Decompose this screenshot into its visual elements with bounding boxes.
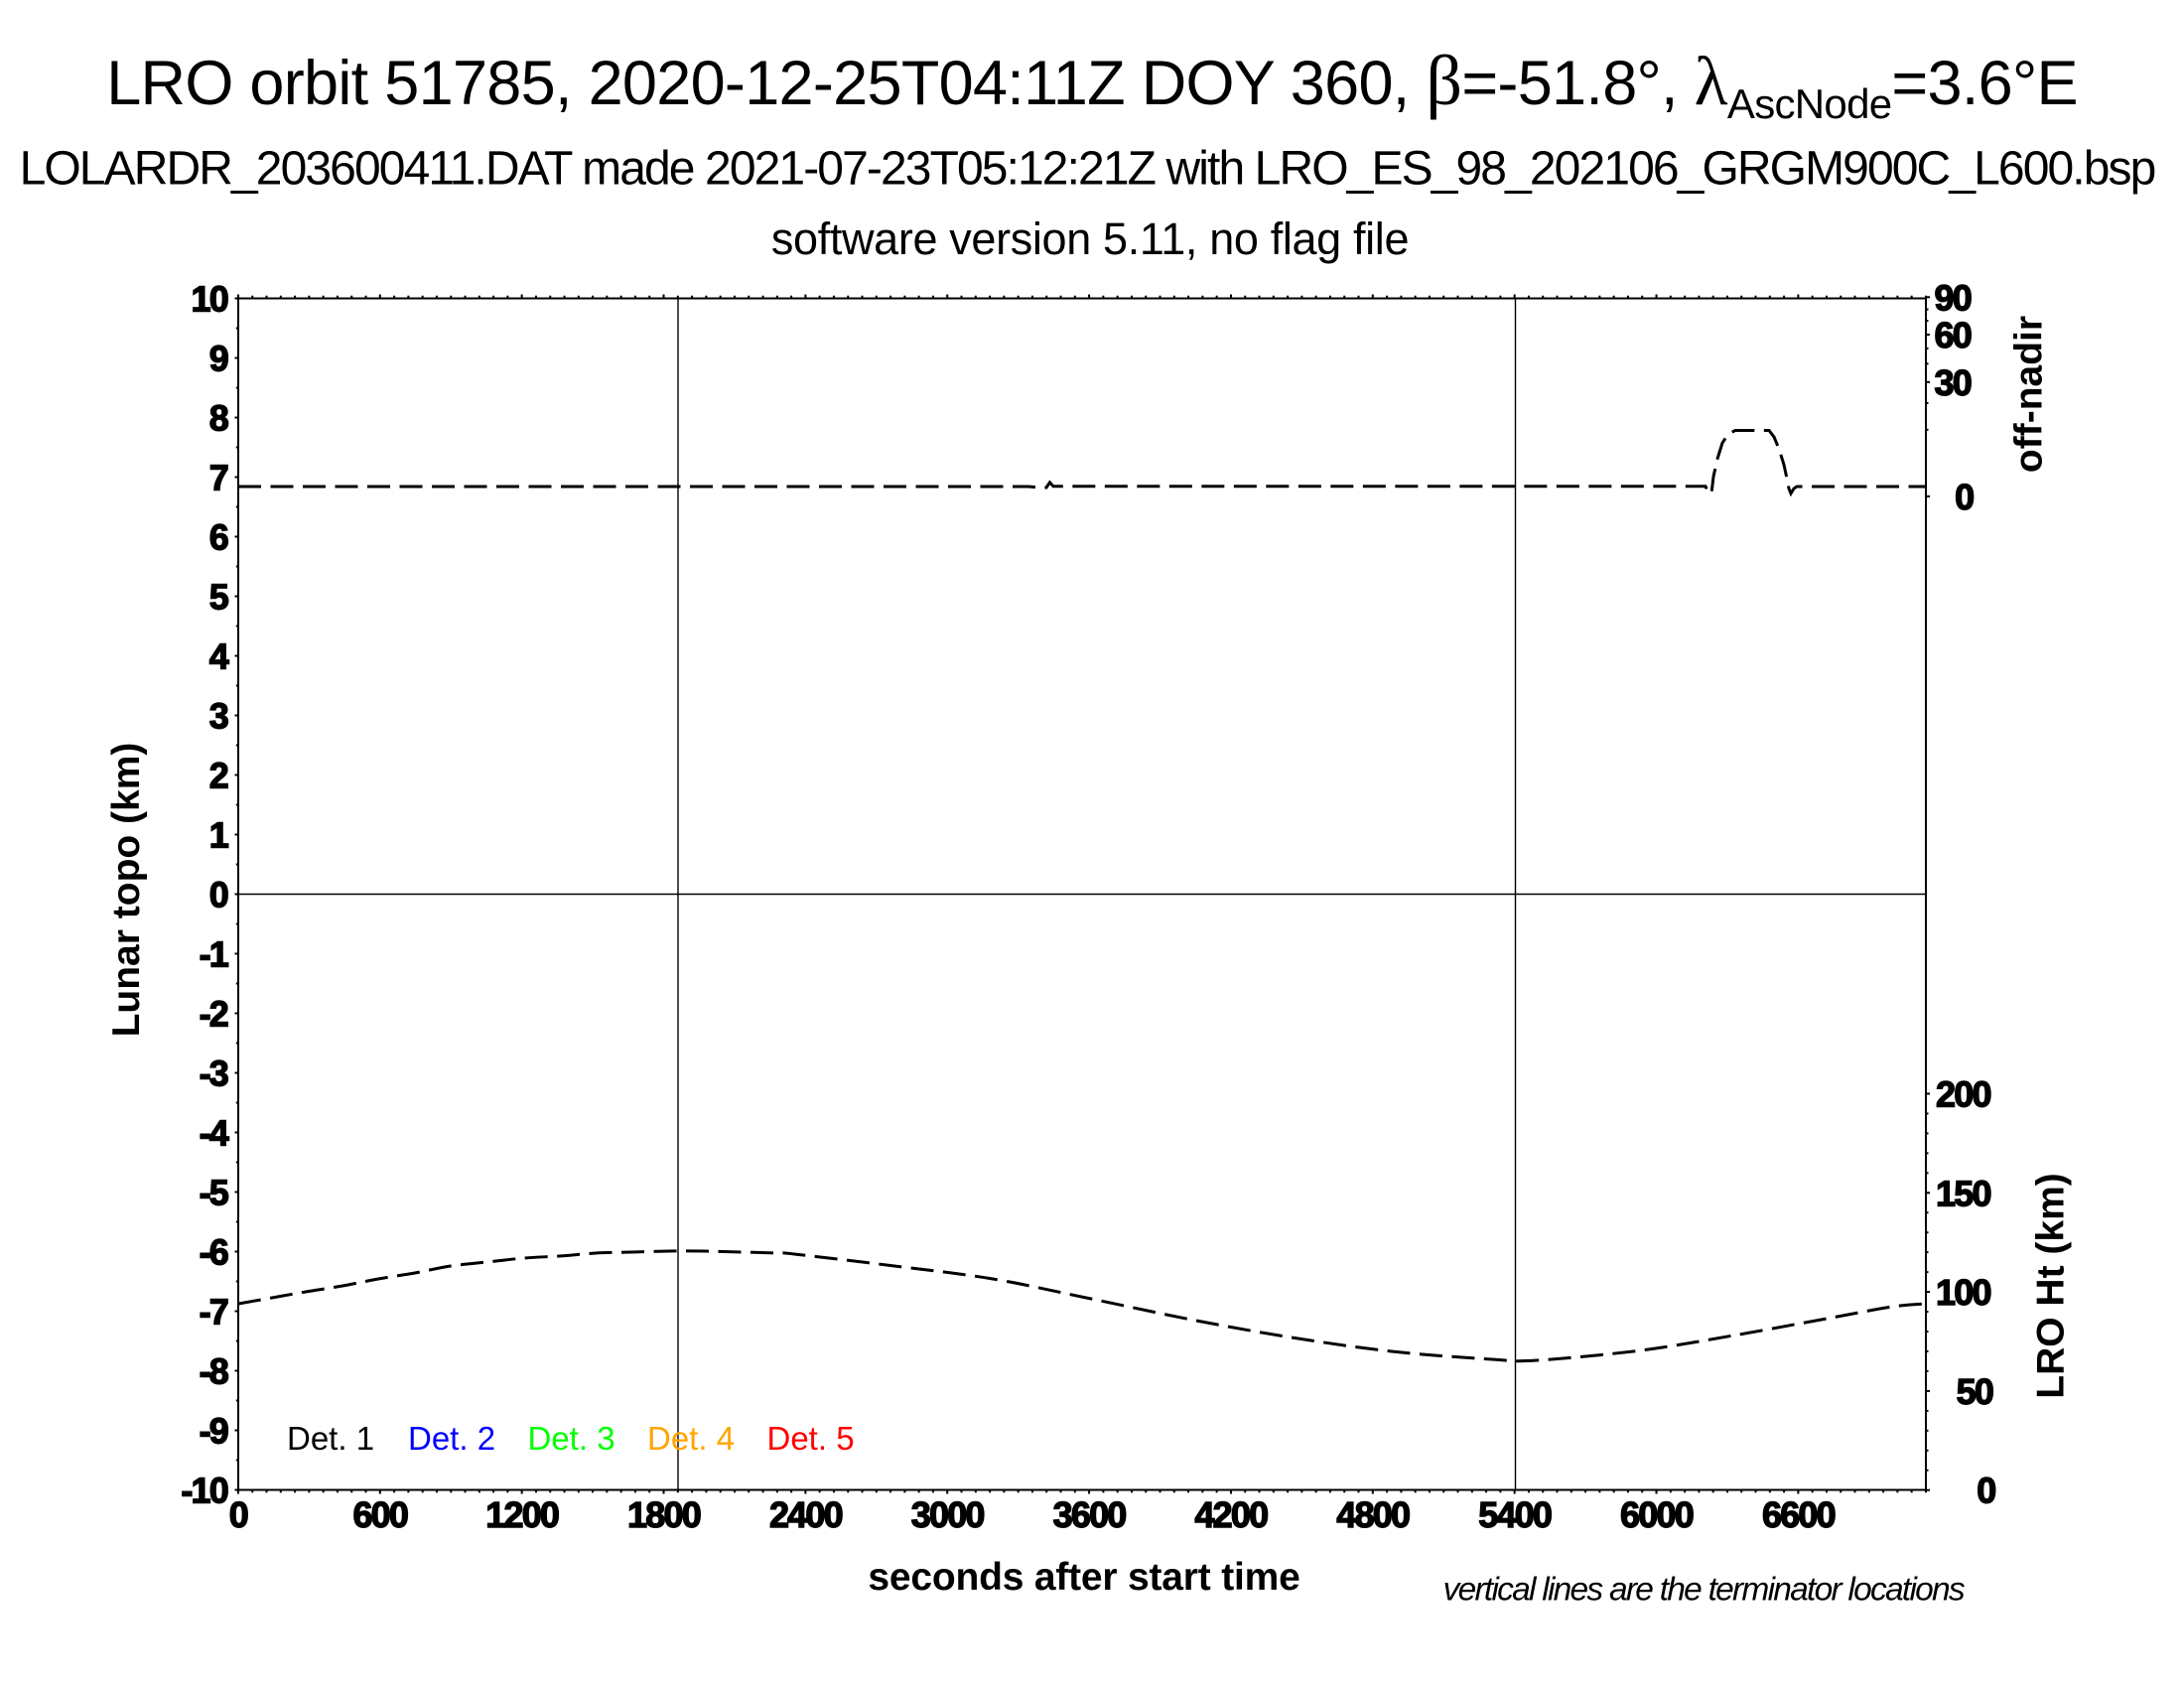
svg-text:60: 60 — [1935, 315, 1972, 355]
svg-text:50: 50 — [1957, 1371, 1993, 1412]
svg-text:-1: -1 — [200, 934, 229, 975]
svg-text:6000: 6000 — [1620, 1494, 1694, 1535]
svg-text:LOLARDR_203600411.DAT made 202: LOLARDR_203600411.DAT made 2021-07-23T05… — [20, 143, 2155, 196]
svg-text:1200: 1200 — [485, 1494, 559, 1535]
svg-text:3600: 3600 — [1053, 1494, 1127, 1535]
svg-text:Det. 5: Det. 5 — [767, 1420, 855, 1457]
svg-text:2: 2 — [209, 756, 228, 796]
svg-text:-4: -4 — [200, 1113, 229, 1154]
svg-text:3: 3 — [209, 696, 228, 737]
svg-text:vertical lines are the termina: vertical lines are the terminator locati… — [1443, 1571, 1966, 1608]
svg-text:90: 90 — [1935, 277, 1972, 318]
svg-text:Det. 3: Det. 3 — [528, 1420, 615, 1457]
svg-text:6: 6 — [209, 517, 228, 558]
svg-text:6600: 6600 — [1762, 1494, 1836, 1535]
svg-text:7: 7 — [209, 458, 228, 498]
svg-text:4800: 4800 — [1336, 1494, 1410, 1535]
svg-text:30: 30 — [1935, 362, 1972, 403]
svg-text:0: 0 — [1955, 477, 1974, 517]
svg-text:150: 150 — [1936, 1173, 1990, 1213]
svg-text:off-nadir: off-nadir — [2008, 316, 2051, 473]
svg-text:LRO Ht (km): LRO Ht (km) — [2030, 1173, 2073, 1399]
svg-text:-6: -6 — [200, 1232, 228, 1273]
svg-text:-3: -3 — [200, 1054, 228, 1094]
svg-text:-7: -7 — [200, 1292, 228, 1333]
svg-text:-8: -8 — [200, 1351, 228, 1392]
svg-text:4: 4 — [209, 636, 229, 677]
svg-text:1: 1 — [209, 815, 229, 856]
svg-text:seconds after start time: seconds after start time — [868, 1556, 1299, 1599]
svg-text:600: 600 — [352, 1494, 407, 1535]
svg-text:Lunar topo (km): Lunar topo (km) — [105, 743, 148, 1038]
svg-text:-2: -2 — [200, 994, 228, 1035]
svg-text:5400: 5400 — [1478, 1494, 1552, 1535]
svg-text:-5: -5 — [200, 1173, 229, 1213]
svg-text:200: 200 — [1936, 1074, 1990, 1115]
svg-text:100: 100 — [1936, 1272, 1990, 1313]
svg-text:10: 10 — [192, 279, 228, 320]
svg-text:3000: 3000 — [911, 1494, 985, 1535]
svg-text:9: 9 — [209, 339, 228, 379]
svg-text:0: 0 — [1977, 1471, 1995, 1511]
svg-text:5: 5 — [209, 577, 229, 618]
svg-text:1800: 1800 — [627, 1494, 701, 1535]
svg-text:4200: 4200 — [1194, 1494, 1268, 1535]
svg-text:software version 5.11, no flag: software version 5.11, no flag file — [771, 213, 1409, 264]
svg-text:Det. 4: Det. 4 — [647, 1420, 735, 1457]
svg-text:Det. 2: Det. 2 — [408, 1420, 495, 1457]
svg-text:-9: -9 — [200, 1411, 228, 1452]
svg-text:Det. 1: Det. 1 — [287, 1420, 374, 1457]
svg-text:2400: 2400 — [769, 1494, 843, 1535]
svg-text:0: 0 — [209, 875, 228, 915]
svg-text:0: 0 — [229, 1494, 248, 1535]
svg-text:-10: -10 — [181, 1471, 227, 1511]
svg-text:8: 8 — [209, 398, 228, 439]
